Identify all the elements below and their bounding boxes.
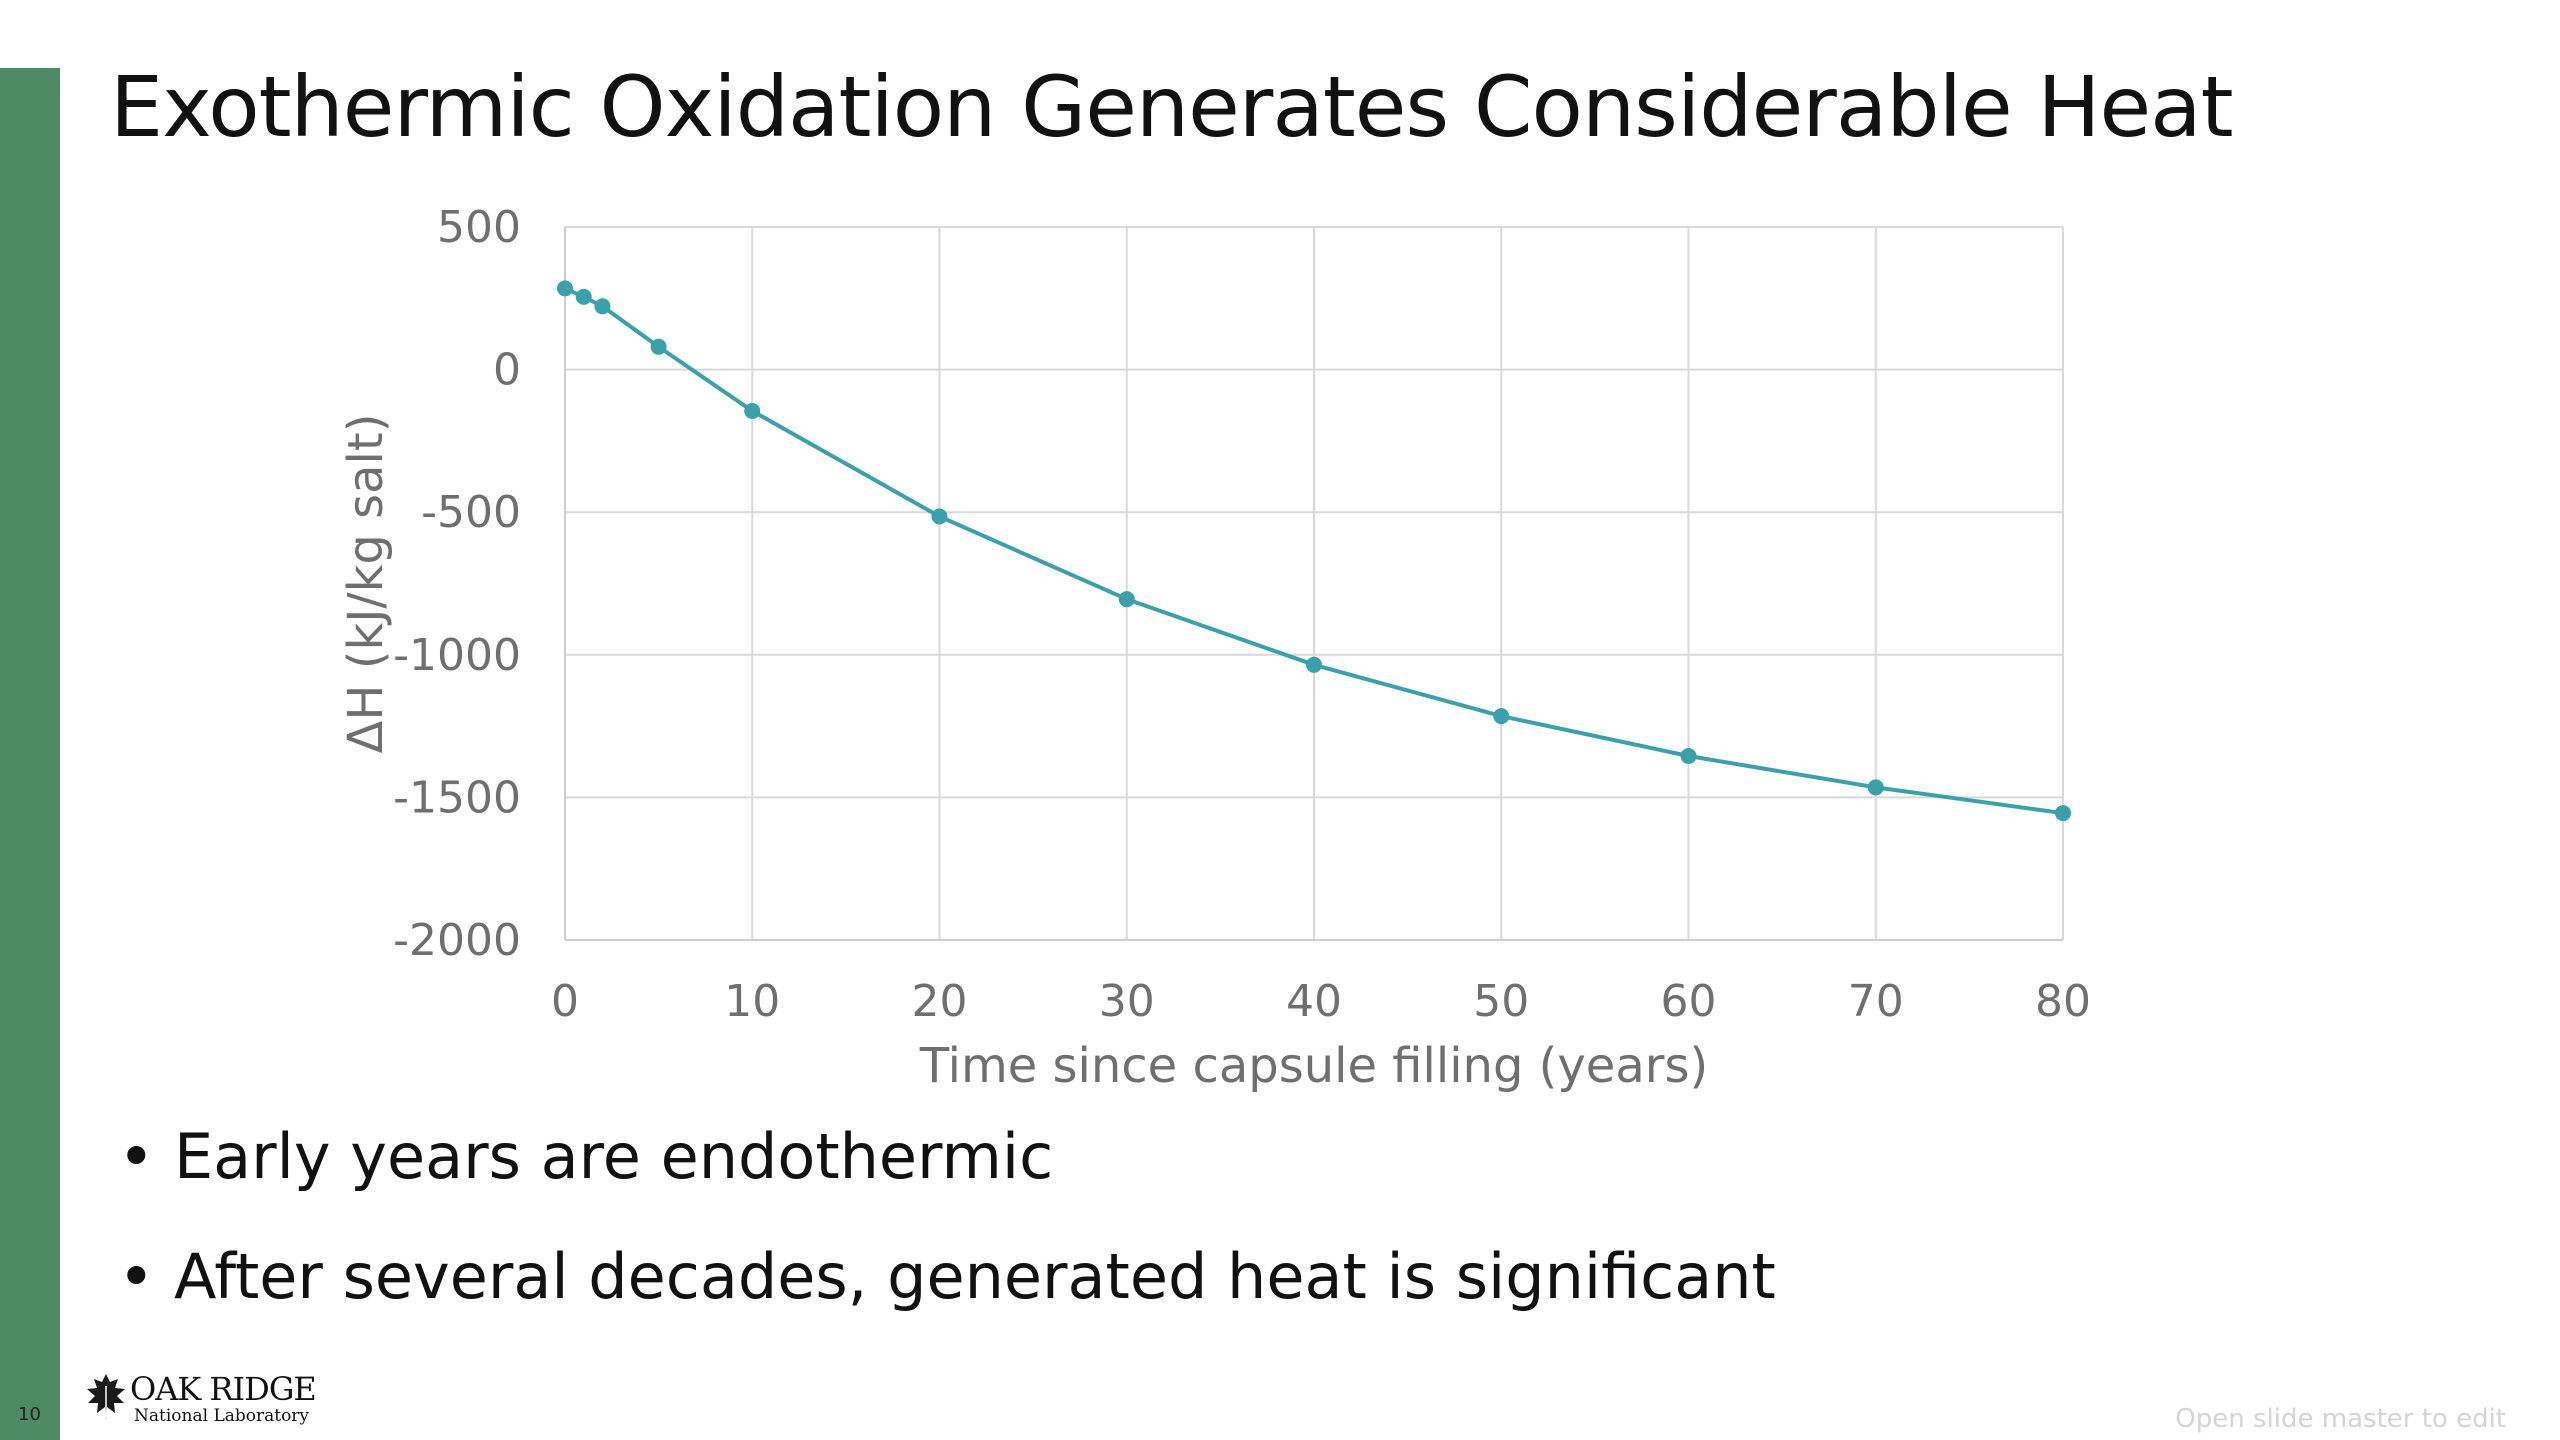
x-tick-label: 10 bbox=[724, 976, 780, 1027]
x-tick-label: 20 bbox=[912, 976, 968, 1027]
data-point bbox=[557, 280, 573, 297]
bullet-dot: • bbox=[118, 1240, 155, 1313]
logo-subtitle: National Laboratory bbox=[134, 1406, 310, 1426]
y-axis-title: ΔH (kJ/kg salt) bbox=[338, 414, 394, 754]
x-tick-label: 80 bbox=[2035, 976, 2091, 1027]
chart-labels: 500 0 -500 -1000 -1500 -2000 0 10 20 30 40 50 60 70 80… bbox=[338, 202, 2091, 1094]
x-tick-label: 70 bbox=[1848, 976, 1904, 1027]
data-point bbox=[744, 402, 761, 419]
ornl-logo: OAK RIDGE National Laboratory bbox=[84, 1368, 344, 1428]
data-point bbox=[2055, 805, 2071, 822]
bullet-item: • After several decades, generated heat … bbox=[110, 1240, 1776, 1314]
master-note: Open slide master to edit bbox=[2175, 1404, 2506, 1434]
x-tick-label: 0 bbox=[551, 976, 579, 1027]
data-point bbox=[650, 338, 667, 355]
data-point bbox=[931, 508, 948, 525]
oak-leaf-icon bbox=[87, 1374, 125, 1420]
y-tick-label: 0 bbox=[493, 345, 521, 396]
x-tick-label: 60 bbox=[1661, 976, 1717, 1027]
bullet-text: After several decades, generated heat is… bbox=[174, 1240, 1776, 1313]
data-point bbox=[1867, 779, 1884, 796]
y-tick-label: -1500 bbox=[393, 772, 521, 823]
x-tick-label: 30 bbox=[1099, 976, 1155, 1027]
y-tick-label: -2000 bbox=[393, 915, 521, 966]
slide-number: 10 bbox=[18, 1404, 41, 1425]
bullet-text: Early years are endothermic bbox=[174, 1120, 1054, 1193]
chart: 500 0 -500 -1000 -1500 -2000 0 10 20 30 40 50 60 70 80… bbox=[338, 202, 2091, 1094]
x-tick-label: 50 bbox=[1473, 976, 1529, 1027]
data-point bbox=[1306, 656, 1322, 673]
data-point bbox=[1680, 748, 1697, 765]
chart-grid bbox=[564, 226, 2064, 941]
chart-series bbox=[557, 280, 2071, 822]
x-axis-title: Time since capsule filling (years) bbox=[919, 1038, 1708, 1094]
chart-axes bbox=[564, 227, 2063, 941]
y-tick-label: -1000 bbox=[393, 630, 521, 681]
slide-title: Exothermic Oxidation Generates Considera… bbox=[110, 58, 2234, 156]
bullet-item: • Early years are endothermic bbox=[110, 1120, 1776, 1194]
accent-bar bbox=[0, 68, 60, 1440]
data-point bbox=[575, 288, 592, 305]
bullet-dot: • bbox=[118, 1120, 155, 1193]
data-point bbox=[594, 298, 611, 315]
data-point bbox=[1493, 708, 1510, 725]
x-tick-label: 40 bbox=[1286, 976, 1342, 1027]
data-point bbox=[1118, 591, 1135, 608]
logo-wordmark: OAK RIDGE bbox=[130, 1370, 317, 1408]
y-tick-label: 500 bbox=[437, 202, 521, 253]
bullet-list: • Early years are endothermic • After se… bbox=[110, 1120, 1776, 1360]
y-tick-label: -500 bbox=[421, 487, 521, 538]
